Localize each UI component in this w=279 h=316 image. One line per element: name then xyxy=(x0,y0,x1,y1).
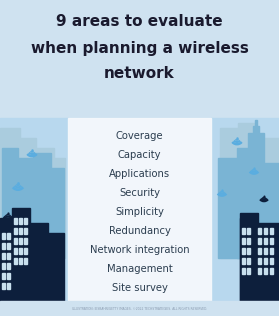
Bar xyxy=(7,263,10,269)
Bar xyxy=(2,273,5,279)
Bar xyxy=(50,158,65,258)
Bar xyxy=(18,138,36,258)
Bar xyxy=(7,243,10,249)
Bar xyxy=(19,258,22,264)
Bar xyxy=(270,248,273,254)
Bar xyxy=(24,228,27,234)
Bar xyxy=(264,248,267,254)
Bar xyxy=(237,148,257,258)
Bar xyxy=(242,238,245,244)
Bar xyxy=(7,233,10,239)
Bar xyxy=(14,248,17,254)
Text: network: network xyxy=(104,66,175,82)
Bar xyxy=(220,128,240,258)
Bar xyxy=(258,258,261,264)
Bar xyxy=(0,0,279,118)
Bar xyxy=(270,228,273,234)
Bar xyxy=(0,301,279,316)
Bar xyxy=(253,126,259,256)
Bar xyxy=(7,273,10,279)
Bar xyxy=(240,213,258,301)
Bar xyxy=(0,228,12,301)
Bar xyxy=(247,268,250,274)
Text: Security: Security xyxy=(119,188,160,198)
Bar xyxy=(247,258,250,264)
Text: ILLUSTRATION: EISBAHN/GETTY IMAGES. ©2022 TECHSTRATEGIES. ALL RIGHTS RESERVED.: ILLUSTRATION: EISBAHN/GETTY IMAGES. ©202… xyxy=(72,307,207,311)
Bar xyxy=(2,253,5,259)
Bar xyxy=(7,253,10,259)
Bar xyxy=(2,263,5,269)
Bar xyxy=(12,208,30,301)
Bar xyxy=(46,233,64,301)
Bar xyxy=(242,248,245,254)
Bar xyxy=(0,128,20,258)
Bar xyxy=(14,238,17,244)
Bar xyxy=(264,238,267,244)
Bar xyxy=(19,218,22,224)
Bar xyxy=(24,258,27,264)
Bar xyxy=(14,218,17,224)
Bar xyxy=(7,283,10,289)
Text: Simplicity: Simplicity xyxy=(115,207,164,217)
Text: Redundancy: Redundancy xyxy=(109,226,170,236)
Bar xyxy=(2,243,5,249)
Text: Coverage: Coverage xyxy=(116,131,163,141)
Bar xyxy=(14,258,17,264)
Bar xyxy=(242,268,245,274)
Text: Management: Management xyxy=(107,264,172,274)
Bar xyxy=(218,158,240,258)
Text: Capacity: Capacity xyxy=(118,150,161,160)
Bar xyxy=(2,233,5,239)
Bar xyxy=(0,118,279,316)
Text: 9 areas to evaluate: 9 areas to evaluate xyxy=(56,15,223,29)
Bar xyxy=(258,228,261,234)
Bar xyxy=(264,228,267,234)
Bar xyxy=(256,223,279,301)
Bar xyxy=(2,283,5,289)
Bar xyxy=(24,218,27,224)
Bar xyxy=(48,168,64,258)
Text: when planning a wireless: when planning a wireless xyxy=(31,40,248,56)
Bar xyxy=(242,228,245,234)
Bar xyxy=(240,218,256,301)
Bar xyxy=(247,238,250,244)
Bar xyxy=(247,228,250,234)
Bar xyxy=(258,248,261,254)
Bar xyxy=(258,238,261,244)
Bar xyxy=(19,248,22,254)
Bar xyxy=(24,248,27,254)
Bar xyxy=(270,268,273,274)
Bar xyxy=(32,148,54,258)
Bar xyxy=(255,163,279,258)
Bar xyxy=(238,123,256,258)
Bar xyxy=(247,248,250,254)
Bar xyxy=(264,258,267,264)
Bar xyxy=(28,223,48,301)
Bar xyxy=(258,268,261,274)
Bar xyxy=(19,238,22,244)
Bar xyxy=(14,228,17,234)
Bar xyxy=(24,238,27,244)
Bar xyxy=(33,153,51,258)
Bar xyxy=(254,138,279,258)
Bar xyxy=(0,218,14,301)
Bar xyxy=(242,258,245,264)
Text: Network integration: Network integration xyxy=(90,245,189,255)
Bar xyxy=(264,268,267,274)
Bar xyxy=(255,120,257,256)
Bar xyxy=(16,158,36,258)
Bar xyxy=(68,118,211,306)
Text: Applications: Applications xyxy=(109,169,170,179)
Bar xyxy=(270,258,273,264)
Bar xyxy=(19,228,22,234)
Text: Site survey: Site survey xyxy=(112,283,167,294)
Bar xyxy=(270,238,273,244)
Bar xyxy=(248,133,264,258)
Bar xyxy=(2,148,18,258)
